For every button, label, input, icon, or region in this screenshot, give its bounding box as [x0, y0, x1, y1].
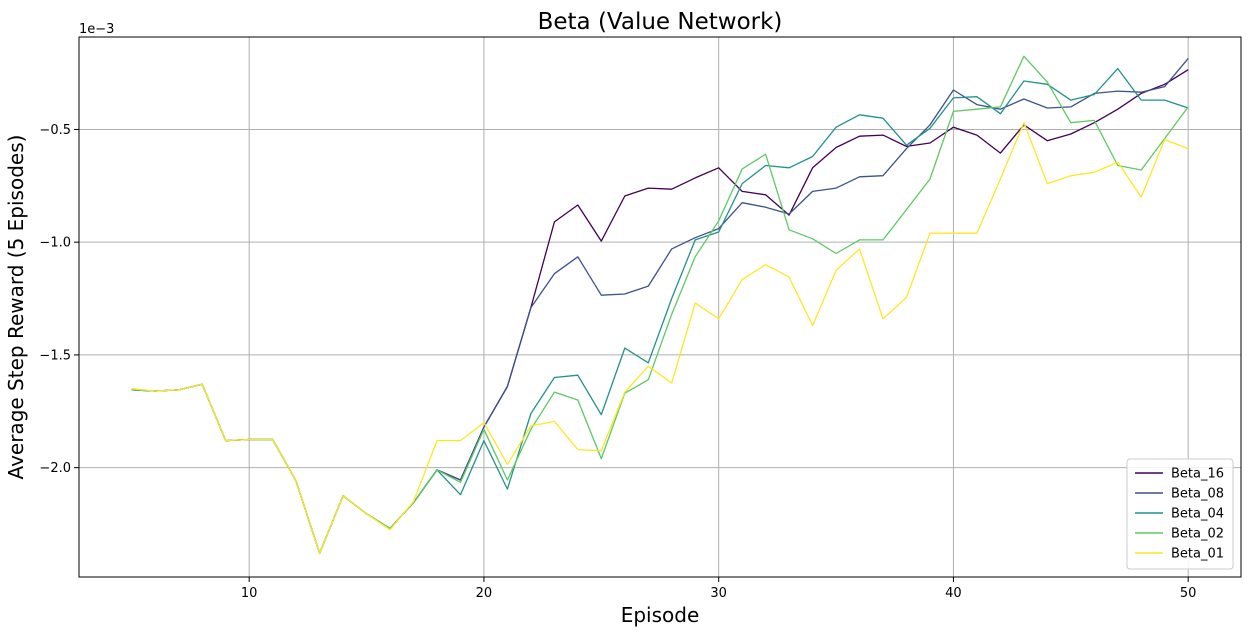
y-tick-label: −1.0 [39, 236, 71, 251]
legend-label: Beta_08 [1171, 487, 1224, 502]
y-axis-label: Average Step Reward (5 Episodes) [4, 135, 28, 480]
x-tick-label: 30 [710, 586, 727, 601]
plot-frame [78, 36, 1242, 578]
grid [79, 37, 1241, 577]
y-tick-label: −1.5 [39, 348, 71, 363]
legend-label: Beta_01 [1171, 547, 1224, 562]
y-tick-label: −0.5 [39, 123, 71, 138]
legend-label: Beta_02 [1171, 527, 1224, 542]
x-tick-label: 50 [1180, 586, 1197, 601]
y-axis-multiplier: 1e−3 [79, 22, 114, 37]
x-axis-label: Episode [621, 603, 700, 627]
series-line-beta-01 [131, 122, 1189, 554]
series-layer [131, 55, 1189, 554]
y-tick-label: −2.0 [39, 461, 71, 476]
legend-box [1126, 458, 1234, 570]
ticks: 10 20 30 40 50 −2.0 −1.5 −1.0 −0.5 [39, 123, 1196, 601]
legend-label: Beta_16 [1171, 467, 1224, 482]
legend: Beta_16 Beta_08 Beta_04 Beta_02 Beta_01 [1126, 458, 1234, 570]
x-tick-label: 20 [476, 586, 493, 601]
x-tick-label: 10 [241, 586, 258, 601]
chart-title: Beta (Value Network) [538, 9, 783, 35]
x-tick-label: 40 [945, 586, 962, 601]
legend-label: Beta_04 [1171, 507, 1224, 522]
